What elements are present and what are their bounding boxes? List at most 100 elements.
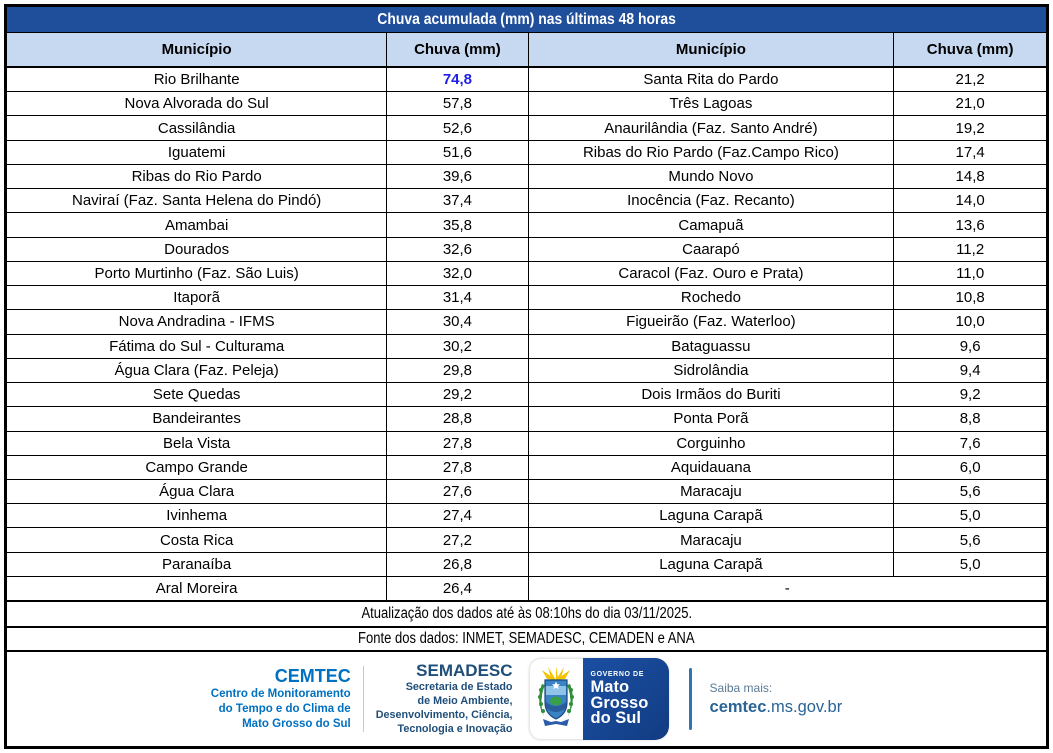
- rain-value: 28,8: [387, 407, 529, 431]
- cemtec-website-url: cemtec.ms.gov.br: [709, 697, 843, 716]
- municipality-name: Itaporã: [7, 286, 388, 310]
- rain-value: 31,4: [387, 286, 529, 310]
- municipality-name: Três Lagoas: [529, 92, 895, 116]
- municipality-name: Inocência (Faz. Recanto): [529, 189, 895, 213]
- rain-value: 30,2: [387, 334, 529, 358]
- table-row: Campo Grande 27,8 Aquidauana 6,0: [7, 455, 1046, 480]
- municipality-name: Ivinhema: [7, 504, 388, 528]
- table-row: Itaporã 31,4 Rochedo 10,8: [7, 286, 1046, 311]
- more-info-label: Saiba mais:: [709, 680, 773, 695]
- rain-value: 27,6: [387, 479, 529, 504]
- government-name-line: Grosso: [590, 693, 649, 712]
- government-label: GOVERNO DE: [590, 670, 644, 678]
- table-body: Rio Brilhante 74,8 Santa Rita do Pardo 21,2…: [7, 68, 1046, 601]
- municipality-name: Ponta Porã: [529, 407, 895, 431]
- government-logo-text: GOVERNO DE Mato Grosso do Sul: [582, 658, 669, 740]
- municipality-name: Naviraí (Faz. Santa Helena do Pindó): [7, 189, 388, 213]
- update-timestamp: Atualização dos dados até às 08:10hs do …: [361, 605, 692, 622]
- column-header-rain-right: Chuva (mm): [926, 41, 1014, 58]
- municipality-name: Bela Vista: [7, 431, 388, 455]
- cemtec-logo: CEMTEC Centro de Monitoramento do Tempo …: [211, 666, 364, 732]
- rain-value: 13,6: [955, 216, 985, 234]
- municipality-name: Bataguassu: [529, 334, 895, 358]
- rain-value: 30,4: [387, 310, 529, 334]
- semadesc-logo: SEMADESC Secretaria de Estado de Meio Am…: [364, 661, 513, 737]
- rain-value: 26,4: [387, 576, 529, 601]
- coat-of-arms-icon: [528, 658, 583, 740]
- rain-value: 37,4: [387, 189, 529, 213]
- rain-value: 35,8: [387, 213, 529, 237]
- rain-value: 52,6: [387, 116, 529, 140]
- table-row: Água Clara (Faz. Peleja) 29,8 Sidrolândia 9…: [7, 358, 1046, 384]
- rain-value: 10,8: [955, 289, 985, 307]
- municipality-name: Aral Moreira: [7, 576, 388, 601]
- table-row: Cassilândia 52,6 Anaurilândia (Faz. Santo …: [7, 116, 1046, 141]
- municipality-name: Maracaju: [529, 479, 895, 504]
- rain-value: 39,6: [387, 164, 529, 189]
- municipality-name: Mundo Novo: [529, 164, 895, 189]
- table-row: Nova Alvorada do Sul 57,8 Três Lagoas 21,0: [7, 92, 1046, 117]
- table-row: Naviraí (Faz. Santa Helena do Pindó) 37,4…: [7, 189, 1046, 214]
- municipality-name: Porto Murtinho (Faz. São Luis): [7, 261, 388, 286]
- semadesc-desc-line: Desenvolvimento, Ciência,: [375, 709, 513, 722]
- municipality-name: Ribas do Rio Pardo (Faz.Campo Rico): [529, 140, 895, 164]
- table-row: Ribas do Rio Pardo 39,6 Mundo Novo 14,8: [7, 164, 1046, 190]
- municipality-name: Amambai: [7, 213, 388, 237]
- table-row: Nova Andradina - IFMS 30,4 Figueirão (Faz.…: [7, 310, 1046, 335]
- rain-value: 7,6: [959, 434, 981, 452]
- vertical-divider: [688, 668, 692, 730]
- municipality-name: Nova Andradina - IFMS: [7, 310, 388, 334]
- municipality-name: Camapuã: [529, 213, 895, 237]
- cemtec-logo-name: CEMTEC: [274, 666, 351, 687]
- table-row: Sete Quedas 29,2 Dois Irmãos do Buriti 9,2: [7, 383, 1046, 408]
- rain-value: 9,4: [959, 361, 981, 379]
- rain-value: 5,6: [959, 483, 981, 501]
- rain-value: 9,2: [959, 386, 981, 404]
- rain-value: 14,0: [955, 192, 985, 210]
- rain-value: 27,8: [387, 455, 529, 479]
- municipality-name: Figueirão (Faz. Waterloo): [529, 310, 895, 334]
- table-row: Dourados 32,6 Caarapó 11,2: [7, 237, 1046, 262]
- rain-value: 14,8: [955, 168, 985, 186]
- table-row: Aral Moreira 26,4 -: [7, 576, 1046, 601]
- municipality-name: Cassilândia: [7, 116, 388, 140]
- rain-value: 26,8: [387, 552, 529, 576]
- municipality-name: Caarapó: [529, 237, 895, 261]
- rain-value: 17,4: [955, 143, 985, 161]
- cemtec-desc-line: do Tempo e do Clima de: [218, 702, 351, 715]
- rain-value: 9,6: [959, 337, 981, 355]
- rain-value: 21,0: [955, 95, 985, 113]
- rain-value: 19,2: [955, 119, 985, 137]
- municipality-name: Laguna Carapã: [529, 552, 895, 576]
- column-header-municipality-left: Município: [7, 33, 388, 66]
- data-source-row: Fonte dos dados: INMET, SEMADESC, CEMADE…: [7, 626, 1046, 650]
- rain-value: 5,6: [959, 531, 981, 549]
- rain-value: 10,0: [955, 313, 985, 331]
- table-row: Ivinhema 27,4 Laguna Carapã 5,0: [7, 504, 1046, 529]
- municipality-name: Aquidauana: [529, 455, 895, 479]
- rain-value: 32,0: [387, 261, 529, 286]
- municipality-name: Dourados: [7, 237, 388, 261]
- government-name-line: do Sul: [590, 709, 641, 728]
- rain-value: 74,8: [387, 68, 529, 92]
- table-row: Paranaíba 26,8 Laguna Carapã 5,0: [7, 552, 1046, 577]
- municipality-name: Nova Alvorada do Sul: [7, 92, 388, 116]
- cemtec-desc-line: Centro de Monitoramento: [210, 687, 351, 700]
- municipality-name: Bandeirantes: [7, 407, 388, 431]
- municipality-name: Rio Brilhante: [7, 68, 388, 92]
- table-row: Bela Vista 27,8 Corguinho 7,6: [7, 431, 1046, 456]
- more-info-block: Saiba mais: cemtec.ms.gov.br: [710, 680, 843, 718]
- municipality-name: Fátima do Sul - Culturama: [7, 334, 388, 358]
- rain-value: 27,8: [387, 431, 529, 455]
- column-header-rain-left: Chuva (mm): [387, 33, 529, 66]
- rain-value: 57,8: [387, 92, 529, 116]
- title-bar: Chuva acumulada (mm) nas últimas 48 hora…: [7, 7, 1046, 33]
- column-header-municipality-right: Município: [529, 33, 895, 66]
- municipality-name: Caracol (Faz. Ouro e Prata): [529, 261, 895, 286]
- rain-value: 6,0: [959, 458, 981, 476]
- semadesc-desc-line: Tecnologia e Inovação: [397, 723, 513, 736]
- rain-value: 8,8: [959, 410, 981, 428]
- table-row: Porto Murtinho (Faz. São Luis) 32,0 Caraco…: [7, 261, 1046, 287]
- rain-value: 11,2: [956, 240, 985, 258]
- municipality-name: -: [784, 580, 790, 598]
